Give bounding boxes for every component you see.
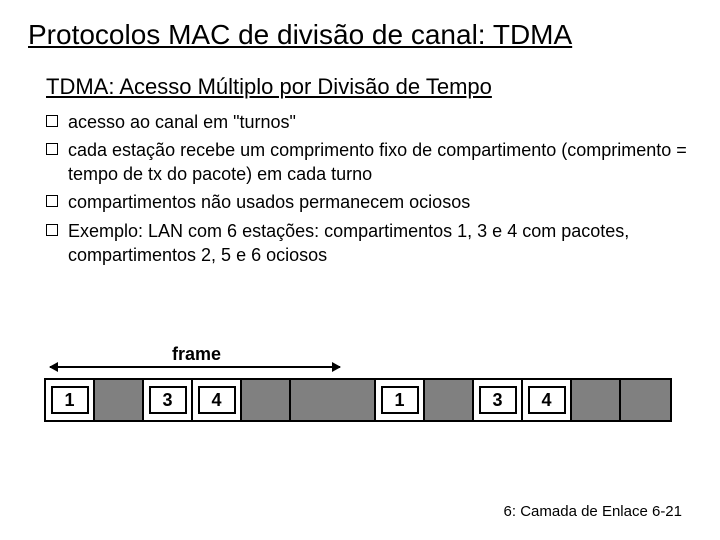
slot-filled: 1 [376, 380, 425, 420]
frame-label-row: frame [44, 348, 678, 378]
tdma-frame: 1 34 [44, 378, 340, 422]
slide-subtitle: TDMA: Acesso Múltiplo por Divisão de Tem… [46, 74, 692, 100]
tdma-frame: 1 34 [374, 378, 672, 422]
slide-title: Protocolos MAC de divisão de canal: TDMA [28, 18, 692, 52]
frame-span-arrow-icon [50, 366, 340, 368]
square-bullet-icon [46, 143, 58, 155]
bullet-text: acesso ao canal em "turnos" [68, 110, 692, 134]
bullet-list: acesso ao canal em "turnos" cada estação… [46, 110, 692, 268]
tdma-diagram: frame 134134 [44, 348, 678, 422]
slot-label: 1 [381, 386, 419, 414]
slide-footer: 6: Camada de Enlace 6-21 [504, 503, 682, 520]
slot-label: 4 [528, 386, 566, 414]
slot-idle [242, 380, 291, 420]
frames-row: 134134 [44, 378, 678, 422]
list-item: cada estação recebe um comprimento fixo … [46, 138, 692, 187]
list-item: Exemplo: LAN com 6 estações: compartimen… [46, 219, 692, 268]
slot-idle [291, 380, 340, 420]
frame-label: frame [172, 344, 221, 365]
list-item: acesso ao canal em "turnos" [46, 110, 692, 134]
bullet-text: cada estação recebe um comprimento fixo … [68, 138, 692, 187]
slot-label: 3 [479, 386, 517, 414]
slot-label: 3 [149, 386, 187, 414]
slot-idle [425, 380, 474, 420]
slot-filled: 3 [474, 380, 523, 420]
slot-label: 1 [51, 386, 89, 414]
square-bullet-icon [46, 195, 58, 207]
bullet-text: Exemplo: LAN com 6 estações: compartimen… [68, 219, 692, 268]
slot-filled: 4 [523, 380, 572, 420]
slot-filled: 3 [144, 380, 193, 420]
slot-idle [621, 380, 670, 420]
square-bullet-icon [46, 224, 58, 236]
slot-label: 4 [198, 386, 236, 414]
slot-filled: 4 [193, 380, 242, 420]
slot-idle [95, 380, 144, 420]
bullet-text: compartimentos não usados permanecem oci… [68, 190, 692, 214]
list-item: compartimentos não usados permanecem oci… [46, 190, 692, 214]
frame-gap [340, 378, 374, 422]
slot-idle [572, 380, 621, 420]
slot-filled: 1 [46, 380, 95, 420]
square-bullet-icon [46, 115, 58, 127]
